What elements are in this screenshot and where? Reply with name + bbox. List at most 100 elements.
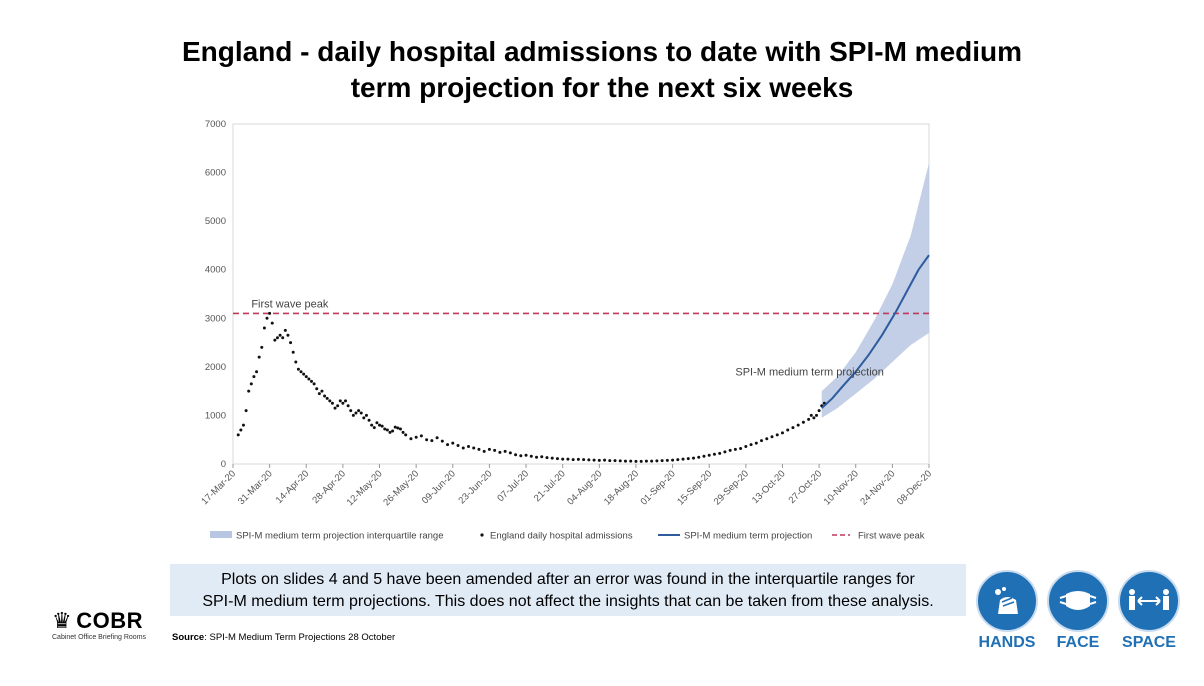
admission-point: [493, 448, 497, 452]
x-tick-label: 18-Aug-20: [602, 468, 641, 507]
admission-point: [275, 336, 279, 340]
admission-point: [385, 428, 389, 432]
admission-point: [629, 459, 633, 463]
admission-point: [401, 430, 405, 434]
admission-point: [482, 449, 486, 453]
admission-point: [338, 399, 342, 403]
hands-icon: [976, 570, 1038, 632]
admission-point: [555, 457, 559, 461]
admission-point: [707, 453, 711, 457]
admission-point: [323, 394, 327, 398]
interquartile-band: [821, 162, 929, 418]
x-tick-label: 08-Dec-20: [895, 468, 934, 507]
admission-point: [487, 447, 491, 451]
admission-point: [634, 459, 638, 463]
admission-point: [309, 379, 313, 383]
admission-point: [273, 338, 277, 342]
admission-point: [252, 375, 256, 379]
x-tick-label: 12-May-20: [345, 468, 385, 508]
admission-point: [362, 416, 366, 420]
admission-point: [351, 413, 355, 417]
logo-subtitle: Cabinet Office Briefing Rooms: [52, 634, 147, 641]
x-tick-label: 17-Mar-20: [199, 468, 238, 507]
page-title: England - daily hospital admissions to d…: [0, 34, 1204, 106]
admission-point: [299, 370, 303, 374]
admission-point: [712, 452, 716, 456]
x-tick-label: 01-Sep-20: [639, 468, 678, 507]
amendment-note: Plots on slides 4 and 5 have been amende…: [170, 564, 966, 616]
admission-point: [239, 428, 243, 432]
admission-point: [446, 443, 450, 447]
y-tick-label: 2000: [205, 362, 226, 373]
admission-point: [270, 321, 274, 325]
admission-point: [396, 426, 400, 430]
annotations: First wave peak SPI-M medium term project…: [251, 299, 884, 379]
admission-point: [244, 409, 248, 413]
legend-label: First wave peak: [858, 531, 925, 542]
admission-point: [503, 449, 507, 453]
note-line-1: Plots on slides 4 and 5 have been amende…: [221, 571, 915, 588]
y-tick-label: 4000: [205, 265, 226, 276]
admission-point: [383, 427, 387, 431]
admission-point: [796, 423, 800, 427]
admission-point: [456, 444, 460, 448]
hands-label: HANDS: [978, 634, 1036, 651]
admission-point: [375, 421, 379, 425]
admission-point: [283, 328, 287, 332]
admission-point: [260, 345, 264, 349]
admission-point: [241, 423, 245, 427]
x-tick-label: 14-Apr-20: [274, 468, 312, 506]
admission-point: [723, 450, 727, 454]
admission-point: [262, 326, 266, 330]
title-line-2: term projection for the next six weeks: [350, 72, 854, 103]
admission-point: [451, 441, 455, 445]
admission-point: [791, 426, 795, 430]
admission-point: [466, 445, 470, 449]
admission-point: [370, 423, 374, 427]
admission-point: [268, 311, 272, 315]
admission-point: [644, 459, 648, 463]
admission-point: [330, 401, 334, 405]
admission-point: [775, 433, 779, 437]
admission-point: [349, 409, 353, 413]
title-line-1: England - daily hospital admissions to d…: [181, 36, 1023, 67]
admission-point: [597, 458, 601, 462]
admission-point: [281, 336, 285, 340]
admission-point: [702, 454, 706, 458]
admissions-chart: 0 1000 2000 3000 4000 5000 6000 7000 17-Mar-2031…: [199, 119, 934, 542]
admission-point: [655, 459, 659, 463]
y-tick-label: 0: [221, 459, 226, 470]
admission-point: [435, 436, 439, 440]
projection-line: [821, 254, 930, 409]
admission-point: [613, 459, 617, 463]
admission-point: [472, 446, 476, 450]
admission-point: [289, 341, 293, 345]
admission-point: [341, 401, 345, 405]
x-tick-label: 27-Oct-20: [787, 468, 825, 506]
admission-point: [566, 457, 570, 461]
admission-point: [671, 458, 675, 462]
admission-point: [247, 389, 251, 393]
x-tick-label: 31-Mar-20: [236, 468, 275, 507]
admission-point: [325, 396, 329, 400]
projection-band: [821, 162, 929, 418]
space-badge: SPACE: [1118, 570, 1180, 652]
admission-point: [317, 392, 321, 396]
admission-point: [328, 399, 332, 403]
projection-line-group: [821, 254, 930, 409]
space-label: SPACE: [1122, 634, 1176, 651]
admission-point: [660, 459, 664, 463]
admission-point: [336, 404, 340, 408]
admission-point: [425, 438, 429, 442]
admission-point: [461, 446, 465, 450]
admission-point: [286, 333, 290, 337]
y-tick-label: 3000: [205, 313, 226, 324]
royal-crest-icon: ♛: [52, 608, 72, 633]
admission-point: [786, 428, 790, 432]
legend-dot-swatch: [480, 533, 484, 537]
admission-point: [380, 424, 384, 428]
admission-point: [686, 457, 690, 461]
admission-point: [608, 459, 612, 463]
admission-point: [770, 435, 774, 439]
admission-point: [236, 433, 240, 437]
